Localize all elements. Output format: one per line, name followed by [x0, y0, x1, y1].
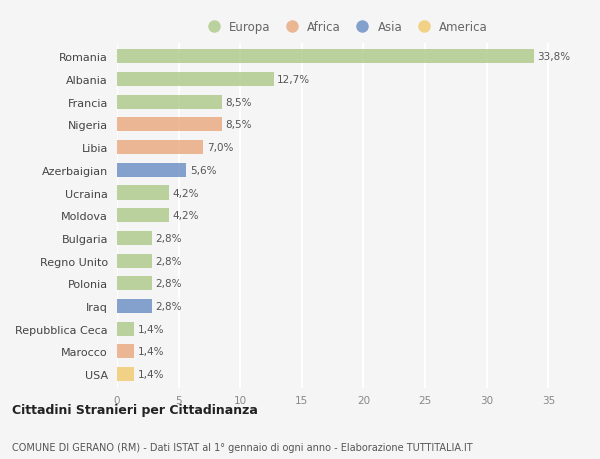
Text: COMUNE DI GERANO (RM) - Dati ISTAT al 1° gennaio di ogni anno - Elaborazione TUT: COMUNE DI GERANO (RM) - Dati ISTAT al 1°… [12, 442, 473, 452]
Text: 2,8%: 2,8% [155, 256, 182, 266]
Legend: Europa, Africa, Asia, America: Europa, Africa, Asia, America [202, 21, 488, 34]
Bar [117, 231, 152, 246]
Bar [117, 73, 274, 87]
Text: 8,5%: 8,5% [226, 120, 252, 130]
Text: 5,6%: 5,6% [190, 165, 216, 175]
Bar [117, 299, 152, 313]
Text: 12,7%: 12,7% [277, 75, 310, 85]
Text: 2,8%: 2,8% [155, 301, 182, 311]
Bar [117, 254, 152, 268]
Text: Cittadini Stranieri per Cittadinanza: Cittadini Stranieri per Cittadinanza [12, 403, 258, 416]
Bar [117, 118, 222, 132]
Bar [117, 277, 152, 291]
Bar [117, 322, 134, 336]
Text: 33,8%: 33,8% [537, 52, 571, 62]
Bar [117, 209, 169, 223]
Text: 1,4%: 1,4% [138, 324, 164, 334]
Bar [117, 345, 134, 358]
Text: 2,8%: 2,8% [155, 233, 182, 243]
Bar [117, 367, 134, 381]
Text: 7,0%: 7,0% [207, 143, 233, 153]
Text: 2,8%: 2,8% [155, 279, 182, 289]
Bar [117, 163, 186, 178]
Text: 1,4%: 1,4% [138, 347, 164, 357]
Text: 4,2%: 4,2% [172, 188, 199, 198]
Bar [117, 141, 203, 155]
Bar [117, 95, 222, 110]
Text: 8,5%: 8,5% [226, 97, 252, 107]
Text: 4,2%: 4,2% [172, 211, 199, 221]
Bar [117, 186, 169, 200]
Bar [117, 50, 533, 64]
Text: 1,4%: 1,4% [138, 369, 164, 379]
